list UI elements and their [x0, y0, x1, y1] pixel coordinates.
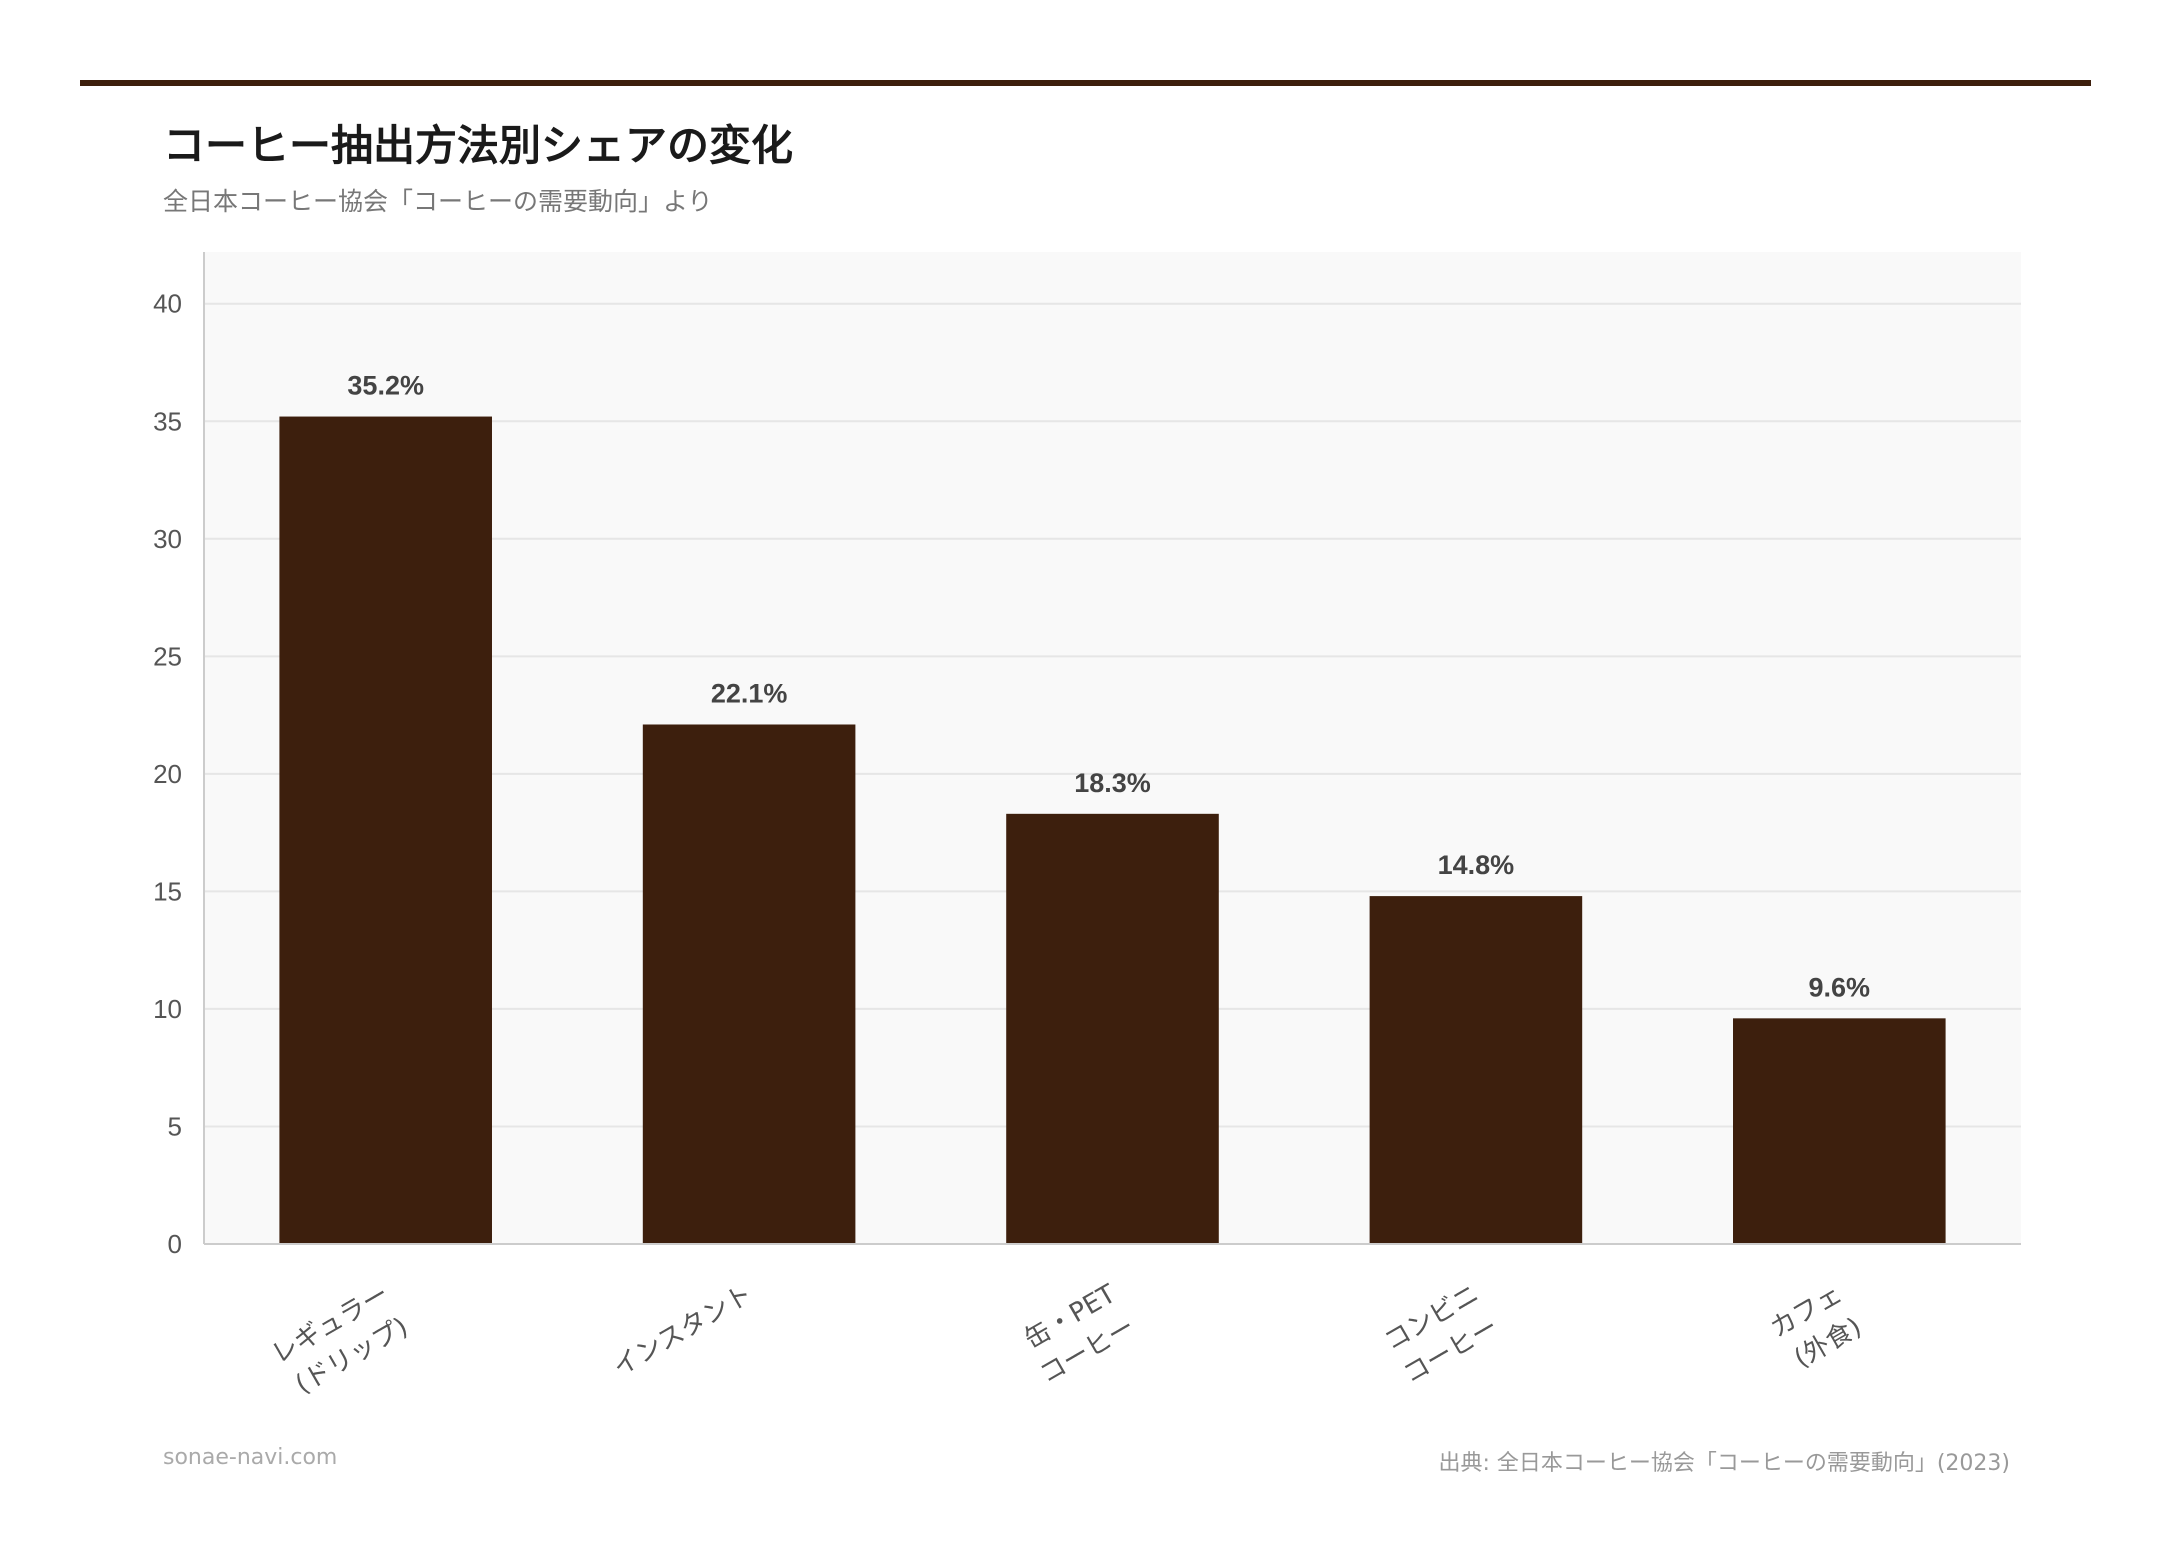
source-note: 出典: 全日本コーヒー協会「コーヒーの需要動向」(2023) — [1438, 1451, 2010, 1476]
y-tick-label: 40 — [153, 289, 182, 319]
bar — [1006, 813, 1219, 1244]
data-label: 22.1% — [711, 678, 788, 708]
y-tick-label: 20 — [153, 759, 182, 789]
data-label: 35.2% — [347, 371, 424, 401]
y-tick-label: 10 — [153, 994, 182, 1024]
bar — [1369, 896, 1583, 1244]
y-tick-label: 0 — [168, 1229, 182, 1259]
site-credit: sonae-navi.com — [163, 1445, 338, 1470]
bar — [1733, 1018, 1946, 1244]
bar — [279, 416, 492, 1244]
bar — [642, 724, 856, 1244]
y-tick-label: 15 — [153, 876, 182, 906]
y-tick-label: 5 — [168, 1111, 182, 1141]
y-tick-label: 25 — [153, 641, 182, 671]
chart-subtitle: 全日本コーヒー協会「コーヒーの需要動向」より — [163, 187, 713, 216]
x-tick-label: レギュラー(ドリップ) — [267, 1279, 414, 1400]
x-tick-label: インスタント — [608, 1279, 758, 1383]
y-tick-label: 35 — [153, 406, 182, 436]
x-tick-label: カフェ(外食) — [1765, 1279, 1867, 1374]
top-accent-bar — [80, 80, 2091, 86]
chart-title: コーヒー抽出方法別シェアの変化 — [163, 121, 794, 170]
data-label: 18.3% — [1074, 768, 1151, 798]
data-label: 14.8% — [1438, 850, 1515, 880]
x-tick-label-line: インスタント — [608, 1279, 758, 1383]
data-label: 9.6% — [1809, 972, 1871, 1002]
y-tick-label: 30 — [153, 524, 182, 554]
